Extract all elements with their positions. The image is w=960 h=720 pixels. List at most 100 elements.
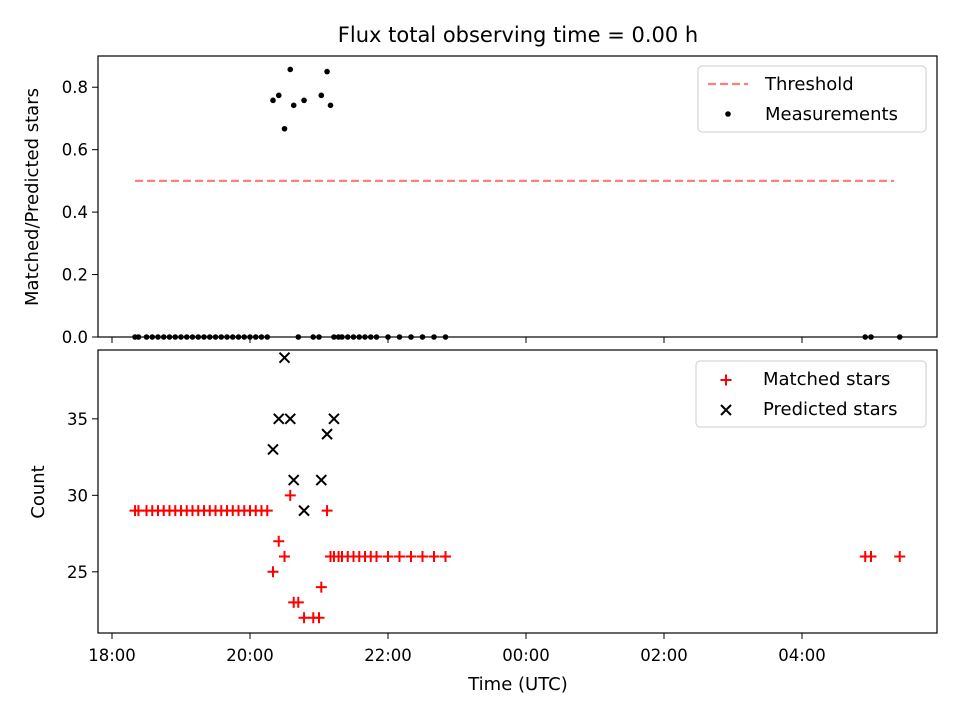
measurement-point: [218, 334, 225, 340]
predicted-star-point: [284, 413, 296, 425]
measurement-point: [310, 334, 317, 340]
measurement-point: [442, 334, 449, 340]
measurement-point: [270, 97, 276, 104]
legend-matched-swatch: [720, 374, 732, 386]
measurement-point: [149, 334, 156, 340]
top-panel: 0.00.20.40.60.8 Matched/Predicted stars …: [22, 55, 938, 347]
measurement-point: [224, 334, 230, 340]
measurement-point: [385, 334, 391, 340]
legend-measurements-label: Measurements: [765, 104, 898, 125]
measurement-point: [344, 334, 351, 340]
top-y-tick-label: 0.2: [62, 266, 88, 285]
measurement-point: [362, 334, 368, 340]
measurement-point: [331, 334, 337, 340]
measurement-point: [324, 68, 330, 75]
measurement-point: [241, 334, 248, 340]
predicted-star-point: [278, 351, 291, 364]
predicted-star-point: [273, 413, 285, 425]
matched-star-point: [267, 566, 279, 578]
matched-star-point: [894, 551, 906, 563]
measurement-point: [235, 334, 242, 340]
matched-star-point: [428, 551, 440, 563]
measurement-point: [367, 334, 374, 340]
measurement-point: [172, 334, 179, 340]
measurement-point: [155, 334, 161, 340]
measurement-point: [287, 66, 294, 73]
measurement-point: [318, 92, 325, 99]
bottom-y-tick-label: 35: [67, 410, 88, 429]
matched-star-point: [279, 551, 290, 563]
predicted-star-point: [298, 504, 310, 517]
measurement-point: [143, 334, 150, 340]
legend-matched-label: Matched stars: [763, 369, 890, 390]
top-data-marks: [132, 66, 903, 340]
measurement-point: [258, 334, 265, 340]
measurement-point: [160, 334, 167, 340]
measurement-point: [896, 334, 903, 340]
measurement-point: [166, 334, 173, 340]
legend-predicted-swatch: [720, 404, 732, 416]
top-plot-frame: [97, 55, 938, 338]
predicted-star-point: [267, 443, 279, 456]
matched-star-point: [298, 612, 310, 624]
matched-star-point: [292, 596, 304, 608]
matched-star-point: [313, 612, 325, 624]
measurement-point: [201, 334, 207, 340]
matched-star-point: [865, 551, 877, 563]
bottom-y-axis: 25 30 35: [67, 410, 98, 582]
measurement-point: [373, 334, 380, 340]
matched-star-point: [273, 535, 285, 547]
measurement-point: [350, 334, 357, 340]
measurement-point: [264, 334, 271, 340]
matched-star-point: [394, 551, 405, 563]
top-y-tick-label: 0.8: [62, 78, 88, 97]
measurement-point: [252, 334, 259, 340]
measurement-point: [339, 334, 345, 340]
matched-star-point: [321, 505, 333, 517]
measurement-point: [419, 334, 426, 340]
measurement-point: [247, 334, 253, 340]
top-y-axis: 0.0 0.2 0.4 0.6 0.8: [62, 78, 98, 347]
top-y-axis-label: Matched/Predicted stars: [22, 88, 43, 306]
matched-star-point: [315, 581, 327, 593]
measurement-point: [396, 334, 403, 340]
measurement-point: [189, 334, 196, 340]
measurement-point: [327, 102, 334, 109]
predicted-star-point: [315, 474, 328, 486]
matched-star-point: [382, 551, 394, 563]
top-legend: Threshold Measurements: [697, 65, 927, 133]
measurement-point: [290, 102, 297, 109]
measurement-point: [206, 334, 213, 340]
bottom-y-tick-label: 25: [67, 563, 88, 582]
top-y-tick-label: 0.6: [62, 141, 88, 160]
bottom-legend: Matched stars Predicted stars: [695, 360, 927, 428]
predicted-star-point: [321, 428, 333, 440]
bottom-x-axis: 18:00 20:00 22:00 00:00 02:00 04:00: [88, 633, 826, 665]
top-y-tick-label: 0.4: [62, 203, 88, 222]
measurement-point: [275, 92, 282, 99]
chart-title: Flux total observing time = 0.00 h: [338, 23, 698, 47]
measurement-point: [195, 334, 202, 340]
measurement-point: [431, 334, 437, 340]
bottom-panel: 25 30 35 18:00 20:00 22:00 00:00 02:00 04:00 Co…: [28, 349, 938, 695]
bottom-y-tick-label: 30: [67, 486, 88, 505]
measurement-point: [212, 334, 219, 340]
x-axis-label: Time (UTC): [467, 674, 568, 695]
bottom-y-axis-label: Count: [28, 465, 49, 518]
bottom-data-marks: [129, 351, 906, 624]
x-tick-label: 20:00: [226, 646, 274, 665]
matched-star-point: [405, 551, 417, 563]
measurement-point: [408, 334, 414, 340]
measurement-point: [183, 334, 190, 340]
measurement-point: [178, 334, 184, 340]
legend-measurements-swatch: [725, 111, 731, 117]
measurement-point: [356, 334, 363, 340]
matched-star-point: [284, 489, 296, 501]
top-y-tick-label: 0.0: [62, 328, 88, 347]
legend-predicted-label: Predicted stars: [763, 399, 897, 420]
matched-star-point: [371, 551, 382, 563]
bottom-plot-frame: [97, 349, 938, 634]
predicted-star-point: [287, 474, 300, 486]
x-tick-label: 04:00: [778, 646, 826, 665]
